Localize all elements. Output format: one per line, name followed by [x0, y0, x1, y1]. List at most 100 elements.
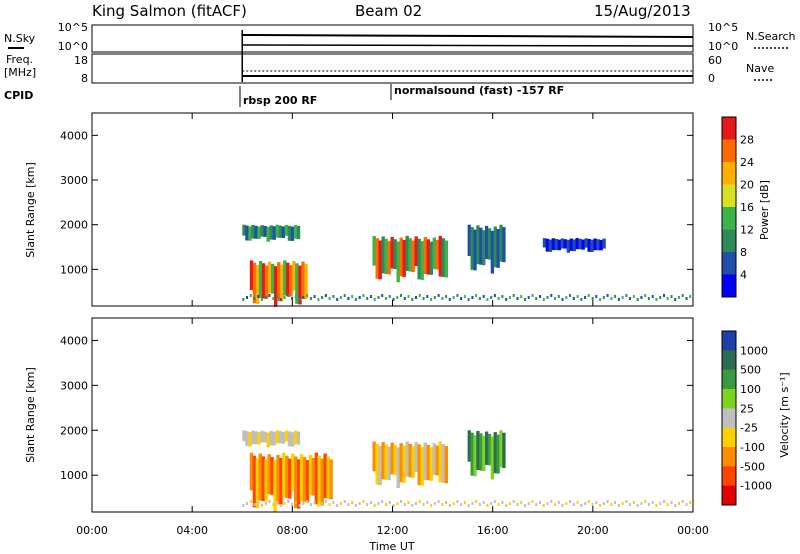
echo-cell — [435, 445, 439, 476]
noise-cell — [478, 503, 481, 506]
noise-cell — [370, 295, 372, 298]
noise-cell — [647, 297, 650, 300]
echo-cell — [444, 446, 448, 484]
noise-cell — [328, 503, 331, 506]
echo-cell — [396, 447, 400, 489]
colorbar-tick-label: 8 — [740, 246, 747, 259]
nave-tick-top: 60 — [708, 54, 722, 67]
noise-cell — [512, 294, 515, 297]
noise-cell — [309, 297, 312, 300]
noise-cell — [599, 504, 602, 507]
echo-cell — [314, 452, 319, 505]
x-tick-label: 08:00 — [276, 524, 308, 537]
noise-cell — [400, 294, 402, 297]
noise-cell — [433, 296, 436, 299]
noise-cell — [366, 503, 369, 506]
noise-cell — [557, 501, 560, 504]
echo-cell — [554, 239, 559, 251]
echo-cell — [578, 238, 582, 250]
noise-cell — [291, 297, 294, 300]
colorbar-swatch — [722, 139, 736, 163]
echo-cell — [390, 442, 394, 475]
colorbar-tick-label: 20 — [740, 179, 754, 192]
echo-cell — [272, 431, 276, 446]
colorbar-swatch — [722, 274, 736, 298]
y-tick-label: 4000 — [60, 129, 88, 142]
echo-cell — [566, 239, 570, 253]
noise-cell — [272, 503, 275, 506]
noise-cell — [617, 504, 620, 507]
echo-cell — [569, 238, 573, 251]
echo-cell — [249, 260, 254, 291]
echo-cell — [542, 238, 547, 248]
noise-cell — [463, 501, 466, 504]
echo-cell — [575, 238, 579, 250]
noise-cell — [595, 501, 598, 504]
noise-cell — [400, 500, 402, 503]
colorbar-tick-label: -500 — [740, 460, 765, 473]
echo-cell — [255, 265, 260, 304]
echo-cell — [593, 238, 597, 251]
noise-cell — [535, 503, 538, 506]
velocity-colorbar: 1000 500 100 25 -25 -100 -500 -1000 — [721, 330, 772, 506]
echo-cell — [302, 457, 307, 502]
echo-cell — [294, 456, 298, 508]
noise-cell — [531, 294, 534, 297]
nsearch-tick-bottom: 10^0 — [708, 40, 738, 53]
echo-cell — [551, 238, 556, 250]
noise-cell — [550, 500, 553, 503]
echo-cell — [393, 445, 397, 475]
echo-cell — [387, 241, 391, 275]
noise-cell — [550, 294, 553, 297]
noise-cell — [396, 296, 399, 299]
echo-cell — [286, 262, 290, 296]
noise-cell — [561, 504, 564, 507]
echo-cell — [252, 262, 257, 304]
echo-cell — [384, 444, 388, 480]
echo-cell — [269, 430, 273, 446]
echo-cell — [284, 430, 289, 442]
echo-cell — [423, 237, 427, 274]
noise-cell — [655, 298, 658, 301]
velocity-echo-layer — [242, 430, 692, 512]
echo-cell — [257, 226, 261, 239]
x-tick-label: 16:00 — [477, 524, 509, 537]
echo-cell — [264, 265, 269, 299]
noise-cell — [463, 295, 466, 298]
echo-cell — [438, 441, 442, 483]
noise-cell — [651, 501, 654, 504]
noise-cell — [317, 298, 320, 301]
echo-cell — [270, 457, 274, 495]
echo-cell — [417, 444, 421, 486]
power-panel: 4000 3000 2000 1000 Slant Range [km] — [24, 112, 694, 307]
echo-cell — [485, 225, 489, 260]
echo-cell — [295, 263, 299, 304]
nsearch-label: N.Search — [746, 30, 796, 43]
noise-cell — [418, 500, 421, 503]
echo-cell — [291, 453, 295, 492]
velocity-panel: 4000 3000 2000 1000 Slant Range [km] — [24, 317, 694, 513]
echo-cell — [297, 459, 301, 509]
echo-cell — [372, 235, 376, 266]
echo-cell — [557, 239, 562, 251]
noise-cell — [505, 504, 508, 507]
noise-cell — [644, 500, 647, 503]
noise-cell — [291, 503, 294, 506]
noise-cell — [261, 504, 263, 507]
echo-cell — [414, 236, 418, 267]
echo-cell — [251, 224, 255, 239]
colorbar-swatch — [722, 229, 736, 253]
noise-cell — [678, 296, 680, 299]
colorbar-tick-label: 1000 — [740, 344, 768, 357]
noise-cell — [362, 500, 365, 503]
noise-cell — [689, 295, 692, 298]
noise-cell — [606, 294, 609, 297]
echo-cell — [487, 433, 492, 466]
echo-cell — [493, 432, 497, 474]
y-tick-label: 1000 — [60, 263, 88, 276]
noise-cell — [486, 298, 489, 301]
noise-cell — [306, 294, 309, 297]
noise-cell — [441, 297, 444, 300]
noise-cell — [471, 296, 474, 299]
noise-cell — [339, 502, 342, 505]
